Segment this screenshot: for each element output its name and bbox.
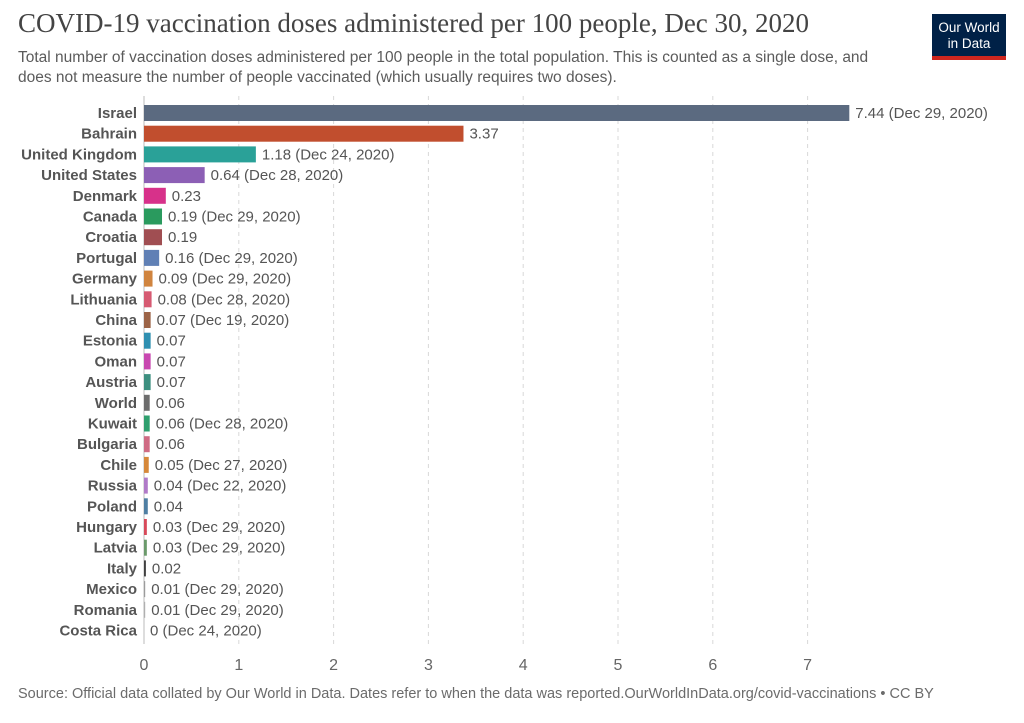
category-label: Canada [83,209,138,226]
bar[interactable] [144,167,205,184]
bar[interactable] [144,519,147,535]
bar[interactable] [144,291,152,308]
bar[interactable] [144,477,148,494]
value-label: 0.07 [157,353,186,370]
value-label: 0.01 (Dec 29, 2020) [151,581,284,598]
category-label: Mexico [86,581,137,598]
x-tick-label: 0 [140,657,149,674]
bar[interactable] [144,394,150,411]
value-label: 0.19 [168,229,197,246]
category-label: Romania [74,602,138,619]
category-label: Hungary [76,519,138,536]
bar[interactable] [144,208,163,225]
bar[interactable] [144,229,163,246]
category-label: Italy [107,560,138,577]
category-label: Croatia [85,229,137,246]
value-label: 0.02 [152,560,181,577]
value-label: 1.18 (Dec 24, 2020) [262,146,395,163]
chart-title: COVID-19 vaccination doses administered … [18,8,810,38]
bar[interactable] [144,601,146,618]
category-label: Lithuania [70,291,137,308]
value-label: 0.04 (Dec 22, 2020) [154,478,287,495]
bar[interactable] [144,146,256,163]
value-label: 0.07 [157,374,186,391]
bar[interactable] [144,187,166,204]
x-tick-label: 3 [424,657,433,674]
bar[interactable] [144,353,151,370]
bar[interactable] [144,456,149,473]
bar[interactable] [144,539,147,556]
category-label: Bulgaria [77,436,138,453]
source-footer: Source: Official data collated by Our Wo… [18,686,934,702]
chart-subtitle: Total number of vaccination doses admini… [18,49,869,86]
category-label: Bahrain [81,126,137,143]
x-tick-label: 4 [519,657,528,674]
category-label: China [95,312,137,329]
category-label: United States [41,167,137,184]
category-label: Poland [87,498,137,515]
bar[interactable] [144,105,850,121]
value-label: 0.03 (Dec 29, 2020) [153,540,286,557]
bar[interactable] [144,125,464,142]
category-label: World [95,395,137,412]
category-label: Austria [85,374,137,391]
x-tick-label: 5 [614,657,623,674]
bar[interactable] [144,332,151,349]
value-label: 0.64 (Dec 28, 2020) [211,167,344,184]
value-label: 0.07 (Dec 19, 2020) [157,312,290,329]
x-tick-label: 7 [803,657,812,674]
value-label: 0 (Dec 24, 2020) [150,623,262,640]
value-label: 0.08 (Dec 28, 2020) [158,291,291,308]
value-label: 0.23 [172,188,201,205]
value-label: 0.09 (Dec 29, 2020) [159,271,292,288]
value-label: 3.37 [469,126,498,143]
value-label: 7.44 (Dec 29, 2020) [855,105,988,122]
bar[interactable] [144,415,150,432]
bar[interactable] [144,560,146,577]
bar[interactable] [144,374,151,391]
value-label: 0.04 [154,498,183,515]
category-label: Costa Rica [59,623,137,640]
bar[interactable] [144,498,148,515]
category-label: Kuwait [88,416,137,433]
logo-line-1: Our World [938,20,1000,35]
category-label: Oman [94,353,137,370]
category-label: Russia [88,478,138,495]
logo-line-2: in Data [947,36,991,51]
x-tick-label: 1 [234,657,243,674]
category-label: Portugal [76,250,137,267]
value-label: 0.06 (Dec 28, 2020) [156,416,289,433]
category-label: Latvia [94,540,138,557]
bar[interactable] [144,312,151,328]
bar[interactable] [144,249,160,266]
category-label: Germany [72,271,138,288]
value-label: 0.06 [156,395,185,412]
value-label: 0.07 [157,333,186,350]
owid-logo[interactable]: Our World in Data [932,14,1006,60]
bar[interactable] [144,581,146,598]
category-label: Denmark [73,188,138,205]
category-label: United Kingdom [21,146,137,163]
value-label: 0.19 (Dec 29, 2020) [168,209,301,226]
value-label: 0.05 (Dec 27, 2020) [155,457,288,474]
bar-chart: 0 1 2 3 4 5 6 7 Israel 7.44 (Dec 29, 2020) Bahrain… [21,96,988,674]
x-tick-label: 2 [329,657,338,674]
value-label: 0.06 [156,436,185,453]
category-label: Chile [100,457,137,474]
value-label: 0.01 (Dec 29, 2020) [151,602,284,619]
bar[interactable] [144,436,150,453]
value-label: 0.03 (Dec 29, 2020) [153,519,286,536]
category-label: Israel [98,105,137,122]
category-label: Estonia [83,333,138,350]
x-tick-label: 6 [708,657,717,674]
value-label: 0.16 (Dec 29, 2020) [165,250,298,267]
bar[interactable] [144,270,153,287]
